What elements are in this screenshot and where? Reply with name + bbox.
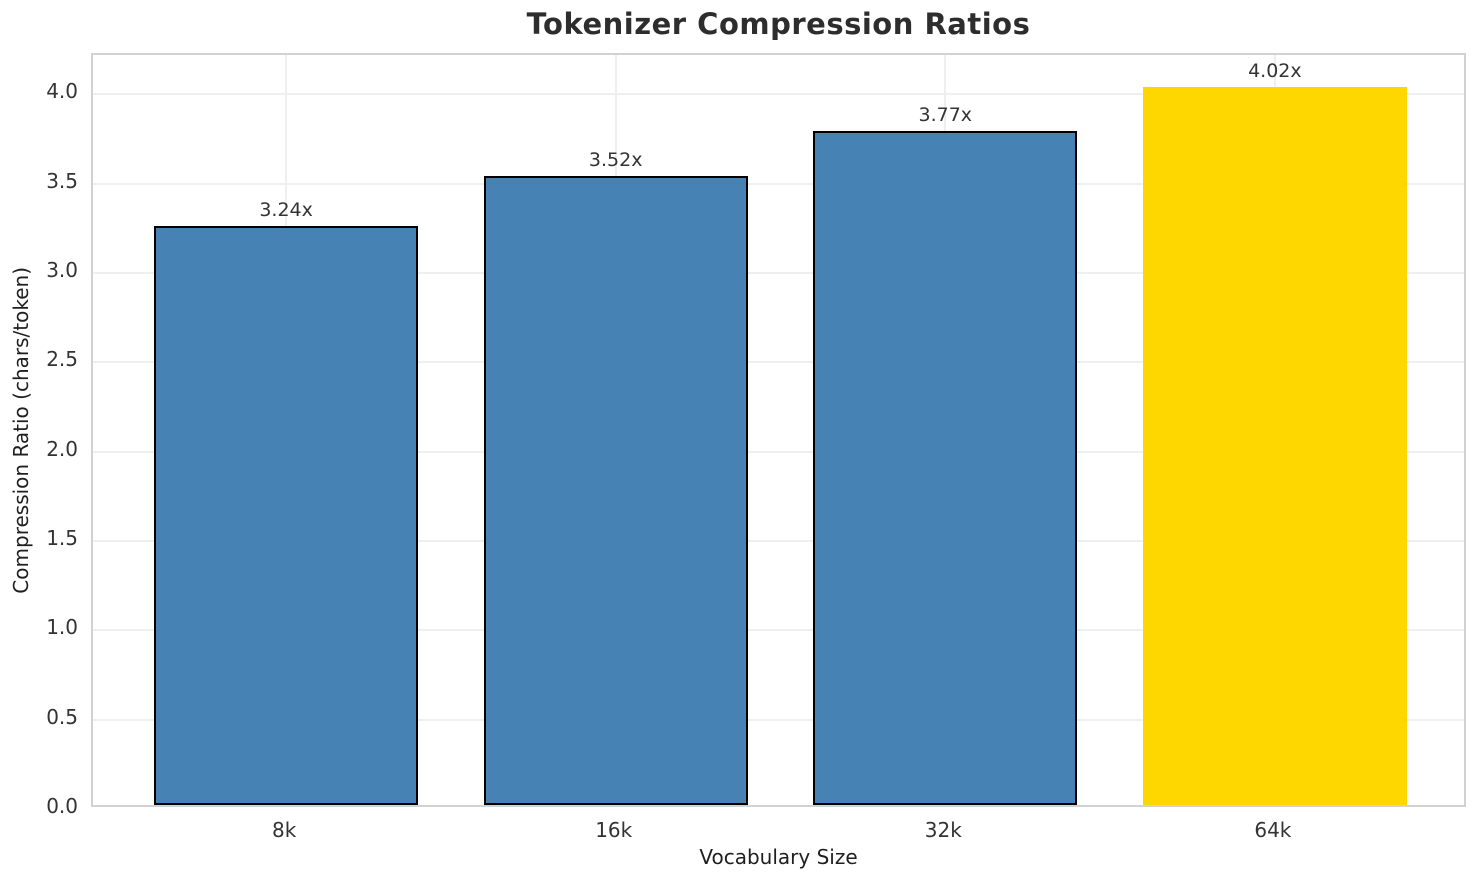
- gridline-horizontal: [93, 718, 1464, 721]
- y-tick-label: 1.5: [46, 525, 78, 550]
- y-tick-label: 1.0: [46, 615, 78, 640]
- gridline-horizontal: [93, 93, 1464, 96]
- y-tick-label: 0.5: [46, 704, 78, 729]
- y-tick-label: 3.0: [46, 257, 78, 282]
- gridline-horizontal: [93, 361, 1464, 364]
- chart-title: Tokenizer Compression Ratios: [526, 7, 1031, 41]
- bar-value-label-8k: 3.24x: [259, 199, 313, 222]
- x-tick-label-64k: 64k: [1254, 818, 1292, 842]
- bar-value-label-32k: 3.77x: [918, 104, 973, 127]
- y-tick-label: 4.0: [46, 79, 78, 104]
- x-tick-label-16k: 16k: [595, 818, 633, 842]
- y-tick-label: 0.0: [46, 794, 78, 818]
- bar-value-label-16k: 3.52x: [588, 149, 643, 172]
- bar-32k: [813, 131, 1078, 805]
- y-axis-label-wrap: Compression Ratio (chars/token): [8, 53, 34, 807]
- plot-area: 3.24x 3.52x 3.77x 4.02x: [91, 53, 1466, 807]
- bar-8k: [154, 226, 418, 805]
- y-tick-label: 2.5: [46, 347, 78, 372]
- y-tick-label: 2.0: [46, 436, 78, 461]
- gridline-horizontal: [93, 539, 1464, 542]
- bar-16k: [483, 176, 748, 805]
- x-tick-label-8k: 8k: [271, 818, 297, 842]
- x-tick-label-32k: 32k: [924, 818, 962, 842]
- gridline-horizontal: [93, 450, 1464, 453]
- bar-value-label-64k: 4.02x: [1248, 59, 1302, 82]
- gridline-horizontal: [93, 271, 1464, 274]
- gridline-horizontal: [93, 629, 1464, 632]
- y-tick-label: 3.5: [46, 168, 78, 193]
- bar-64k: [1143, 86, 1407, 805]
- x-axis-label: Vocabulary Size: [699, 845, 858, 869]
- gridline-horizontal: [93, 182, 1464, 185]
